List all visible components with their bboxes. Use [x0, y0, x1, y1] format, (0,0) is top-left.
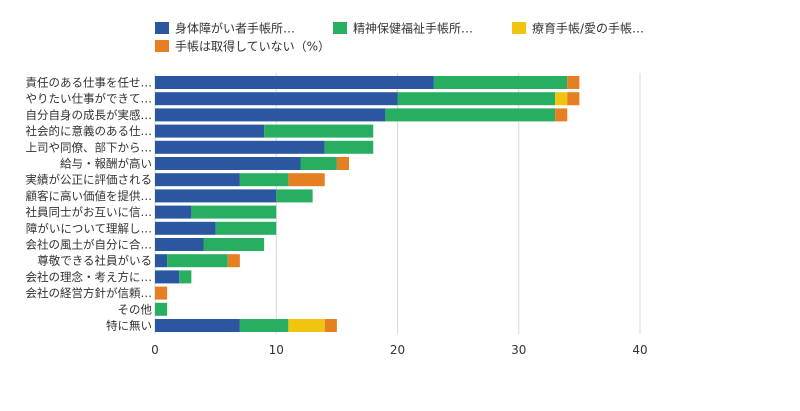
category-label: 実績が公正に評価される — [26, 173, 153, 187]
bar-segment — [155, 319, 240, 332]
category-label: 責任のある仕事を任せ… — [26, 76, 153, 90]
x-tick-label: 40 — [632, 343, 647, 357]
category-label: 給与・報酬が高い — [60, 157, 152, 171]
bars — [155, 76, 580, 332]
bar-segment — [155, 189, 277, 203]
category-label: 上司や同僚、部下から… — [26, 140, 153, 154]
bar-segment — [155, 302, 168, 316]
legend-label: 身体障がい者手帳所… — [175, 21, 295, 36]
bar-segment — [324, 319, 337, 332]
category-label: 会社の経営方針が信頼… — [26, 286, 153, 300]
bar-segment — [155, 173, 240, 187]
bar-segment — [264, 124, 374, 138]
bar-segment — [155, 108, 386, 122]
bar-segment — [227, 254, 240, 268]
legend-label: 精神保健福祉手帳所… — [353, 21, 473, 36]
bar-segment — [567, 76, 580, 89]
bar-segment — [155, 140, 325, 154]
bar-segment — [155, 254, 168, 268]
bar-segment — [155, 270, 180, 284]
bar-segment — [288, 319, 325, 332]
bar-segment — [155, 238, 204, 251]
bar-segment — [203, 238, 265, 251]
legend-item[interactable]: 手帳は取得していない（%） — [155, 39, 330, 54]
category-label: 社会的に意義のある仕… — [26, 124, 153, 138]
bar-segment — [336, 157, 349, 170]
legend-swatch — [333, 22, 347, 34]
bar-segment — [239, 319, 289, 332]
category-label: やりたい仕事ができて… — [26, 92, 153, 106]
category-label: 会社の風土が自分に合… — [26, 238, 153, 252]
bar-segment — [555, 92, 568, 106]
category-label: 障がいについて理解し… — [26, 221, 152, 235]
legend-item[interactable]: 療育手帳/愛の手帳… — [512, 21, 644, 36]
category-label: 特に無い — [106, 319, 152, 333]
bar-segment — [155, 76, 434, 89]
x-tick-label: 20 — [390, 343, 405, 357]
legend-item[interactable]: 身体障がい者手帳所… — [155, 21, 295, 36]
legend-swatch — [512, 22, 526, 34]
x-tick-label: 10 — [269, 343, 284, 357]
bar-segment — [555, 108, 568, 122]
bar-segment — [167, 254, 228, 268]
x-axis-ticks: 0 10 20 30 40 — [151, 343, 647, 357]
category-label: 自分自身の成長が実感… — [26, 108, 153, 122]
legend-item[interactable]: 精神保健福祉手帳所… — [333, 21, 473, 36]
bar-segment — [155, 221, 216, 235]
bar-segment — [385, 108, 556, 122]
x-tick-label: 0 — [151, 343, 159, 357]
bar-segment — [155, 124, 265, 138]
x-tick-label: 30 — [511, 343, 526, 357]
bar-segment — [155, 286, 168, 300]
bar-segment — [433, 76, 568, 89]
legend-label: 療育手帳/愛の手帳… — [532, 21, 644, 36]
category-label: 尊敬できる社員がいる — [37, 254, 152, 268]
legend-swatch — [155, 40, 169, 52]
bar-segment — [179, 270, 192, 284]
bar-segment — [191, 205, 277, 219]
bar-segment — [288, 173, 325, 187]
bar-segment — [155, 205, 192, 219]
bar-segment — [239, 173, 289, 187]
category-label: 顧客に高い価値を提供… — [26, 189, 153, 203]
legend-swatch — [155, 22, 169, 34]
legend-label: 手帳は取得していない（%） — [175, 39, 330, 54]
bar-segment — [324, 140, 374, 154]
bar-segment — [567, 92, 580, 106]
bar-segment — [215, 221, 277, 235]
bar-segment — [276, 189, 313, 203]
legend[interactable]: 身体障がい者手帳所… 精神保健福祉手帳所… 療育手帳/愛の手帳… 手帳は取得していない… — [155, 21, 644, 54]
bar-segment — [397, 92, 556, 106]
category-labels: 責任のある仕事を任せ… やりたい仕事ができて… 自分自身の成長が実感… 社会的に意義の… — [26, 76, 153, 333]
bar-segment — [155, 92, 398, 106]
bar-segment — [155, 157, 301, 170]
category-label: 会社の理念・考え方に… — [26, 270, 153, 284]
category-label: 社員同士がお互いに信… — [26, 205, 153, 219]
bar-segment — [300, 157, 337, 170]
category-label: その他 — [118, 302, 153, 316]
